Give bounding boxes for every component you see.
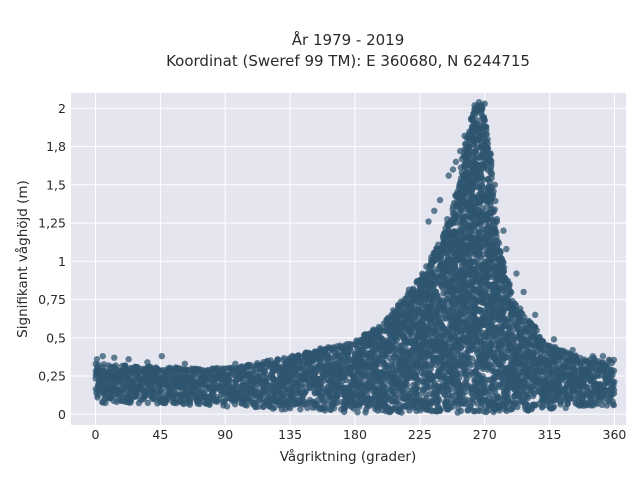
data-point	[488, 170, 496, 178]
data-point	[435, 397, 442, 405]
data-point	[488, 161, 495, 168]
data-point	[436, 407, 443, 414]
data-point	[480, 116, 488, 124]
data-point	[448, 392, 455, 399]
data-point	[493, 218, 501, 225]
data-point	[157, 387, 164, 394]
data-point	[297, 406, 304, 413]
data-point	[413, 368, 421, 375]
data-point	[398, 409, 405, 416]
data-point	[457, 407, 465, 415]
data-point	[505, 281, 512, 288]
data-point	[304, 404, 311, 412]
data-point	[425, 384, 432, 391]
data-point	[206, 401, 213, 409]
data-point	[144, 399, 151, 407]
data-point	[381, 379, 389, 387]
data-point	[495, 239, 503, 247]
data-point	[462, 388, 469, 396]
data-point	[133, 390, 140, 397]
data-point	[431, 257, 438, 264]
data-point	[403, 382, 411, 389]
data-point	[354, 409, 361, 416]
data-point	[452, 219, 460, 227]
data-point	[379, 358, 387, 365]
data-point	[492, 227, 499, 235]
data-point	[393, 341, 400, 348]
data-point	[423, 394, 430, 402]
chart-title-line1: År 1979 - 2019	[292, 30, 405, 49]
data-point	[400, 386, 407, 394]
data-point	[226, 377, 233, 384]
data-point	[353, 374, 360, 381]
data-point	[243, 402, 250, 409]
data-point	[330, 405, 338, 412]
chart-title-line2: Koordinat (Sweref 99 TM): E 360680, N 62…	[166, 52, 530, 70]
data-point	[223, 403, 231, 410]
data-point	[500, 264, 508, 271]
data-point	[508, 288, 515, 296]
data-point	[271, 404, 278, 411]
data-point	[302, 388, 309, 395]
data-point	[321, 407, 329, 414]
data-point	[186, 398, 193, 405]
data-point	[491, 206, 498, 213]
data-point	[102, 399, 109, 407]
data-point	[482, 124, 490, 131]
data-point	[492, 197, 499, 205]
data-point	[416, 391, 423, 399]
data-point	[391, 360, 398, 367]
data-point	[407, 331, 414, 338]
data-point	[253, 384, 260, 392]
data-point	[274, 356, 281, 363]
data-point	[487, 151, 494, 158]
data-points	[92, 98, 618, 416]
data-point	[499, 258, 507, 266]
data-point	[484, 140, 491, 147]
data-point	[255, 403, 262, 410]
data-point	[201, 388, 208, 395]
